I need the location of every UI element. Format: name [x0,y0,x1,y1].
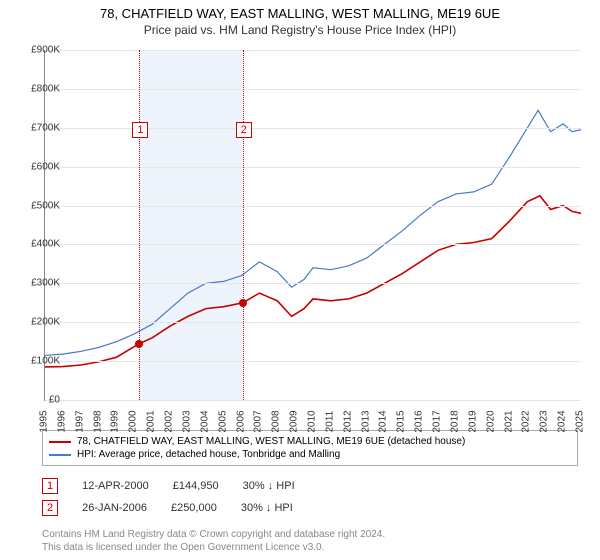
x-tick-label: 2013 [360,410,371,432]
marker-flag: 1 [132,120,148,138]
x-tick-label: 2015 [396,410,407,432]
chart-subtitle: Price paid vs. HM Land Registry's House … [0,21,600,37]
y-tick-label: £900K [31,45,60,56]
x-tick-label: 2006 [235,410,246,432]
legend-item-subject: 78, CHATFIELD WAY, EAST MALLING, WEST MA… [49,435,571,448]
x-tick-label: 2017 [432,410,443,432]
x-tick-label: 2016 [414,410,425,432]
series-svg [45,50,581,400]
x-tick-label: 2014 [378,410,389,432]
x-tick-label: 2002 [164,410,175,432]
marker-row-2: 2 26-JAN-2006 £250,000 30% ↓ HPI [42,500,578,516]
x-tick-label: 2023 [539,410,550,432]
x-tick-label: 2004 [199,410,210,432]
x-tick-label: 2000 [128,410,139,432]
x-tick-label: 2025 [575,410,586,432]
x-tick-label: 1998 [92,410,103,432]
chart-title: 78, CHATFIELD WAY, EAST MALLING, WEST MA… [0,0,600,21]
x-tick-label: 2012 [342,410,353,432]
footer-attribution: Contains HM Land Registry data © Crown c… [42,528,385,554]
x-tick-label: 2009 [289,410,300,432]
x-tick-label: 1997 [74,410,85,432]
y-tick-label: £400K [31,239,60,250]
y-tick-label: £0 [49,395,60,406]
x-tick-label: 2008 [271,410,282,432]
x-tick-label: 1999 [110,410,121,432]
x-tick-label: 2021 [503,410,514,432]
x-tick-label: 2003 [181,410,192,432]
marker-row-1: 1 12-APR-2000 £144,950 30% ↓ HPI [42,478,578,494]
x-tick-label: 2005 [217,410,228,432]
price-marker-dot [239,299,247,307]
x-tick-label: 2022 [521,410,532,432]
legend: 78, CHATFIELD WAY, EAST MALLING, WEST MA… [42,430,578,466]
price-chart: 78, CHATFIELD WAY, EAST MALLING, WEST MA… [0,0,600,560]
y-tick-label: £100K [31,356,60,367]
x-tick-label: 2007 [253,410,264,432]
y-tick-label: £600K [31,161,60,172]
y-tick-label: £800K [31,83,60,94]
x-tick-label: 2010 [307,410,318,432]
legend-item-hpi: HPI: Average price, detached house, Tonb… [49,448,571,461]
plot-area: 12 [44,50,581,401]
y-tick-label: £500K [31,200,60,211]
x-tick-label: 2019 [467,410,478,432]
y-tick-label: £200K [31,317,60,328]
y-tick-label: £300K [31,278,60,289]
x-tick-label: 2018 [449,410,460,432]
marker-flag: 2 [236,120,252,138]
x-tick-label: 2020 [485,410,496,432]
x-tick-label: 1996 [56,410,67,432]
x-tick-label: 2011 [324,411,335,433]
x-tick-label: 2024 [557,410,568,432]
price-marker-dot [135,340,143,348]
y-tick-label: £700K [31,122,60,133]
x-tick-label: 2001 [146,410,157,432]
x-tick-label: 1995 [39,410,50,432]
